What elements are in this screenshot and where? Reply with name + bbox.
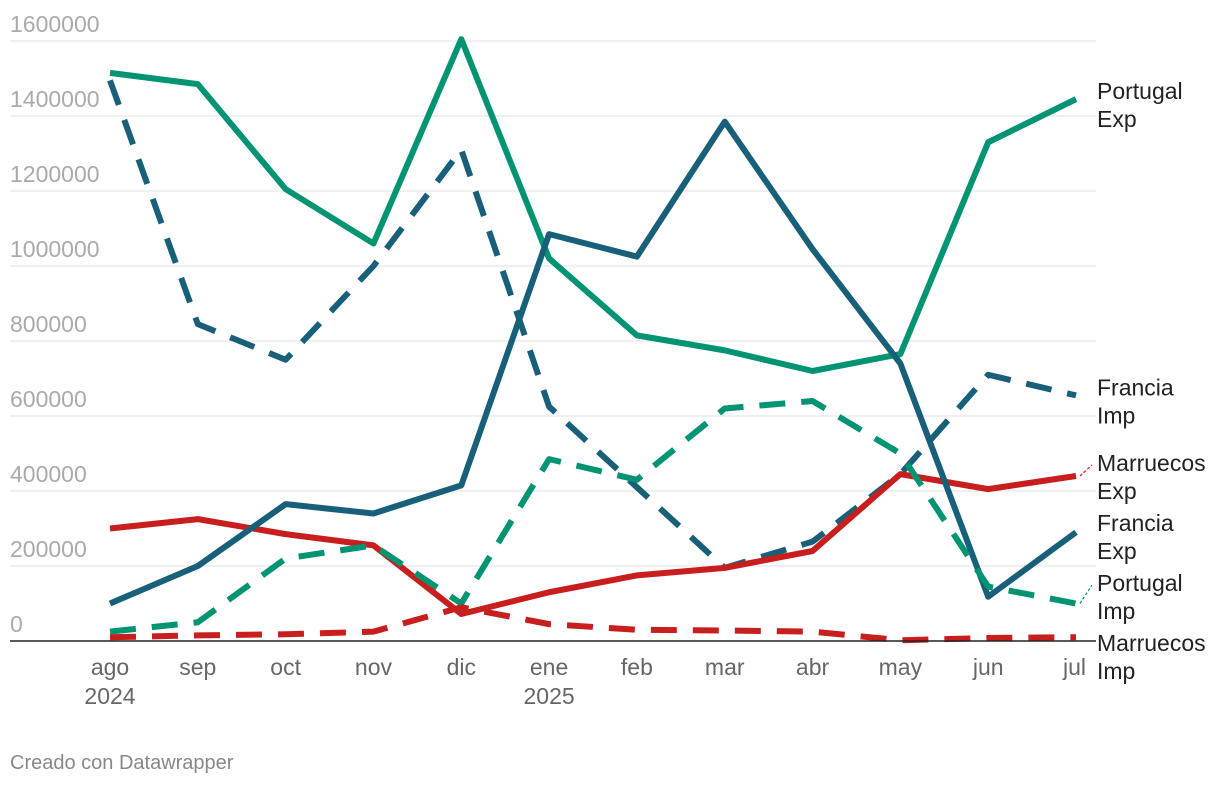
series-label-portugal-exp: Portugal [1097, 78, 1183, 104]
series-label-portugal-imp: Portugal [1097, 570, 1183, 596]
series-label-marruecos-imp: Imp [1097, 658, 1135, 684]
series-label-francia-imp: Imp [1097, 402, 1135, 428]
series-label-francia-imp: Francia [1097, 374, 1174, 400]
x-tick-label-may: may [879, 654, 923, 680]
y-axis-ticks: 0 200000 400000 600000 800000 1000000 1200000 1… [10, 11, 100, 637]
series-line-marruecos-exp [109, 471, 1077, 617]
label-connector-portugal-imp [1079, 584, 1093, 604]
series-line-francia-imp [107, 79, 1077, 571]
y-tick-label: 400000 [10, 461, 87, 487]
x-tick-label-jul: jul [1062, 654, 1086, 680]
label-connector-marruecos-exp [1079, 464, 1093, 477]
series-line-francia-exp [108, 118, 1078, 607]
x-tick-label-dic: dic [447, 654, 476, 680]
x-tick-label-feb: feb [621, 654, 653, 680]
gridlines [10, 40, 1096, 567]
x-tick-label-mar: mar [705, 654, 745, 680]
x-tick-label-abr: abr [796, 654, 830, 680]
series-label-portugal-exp: Exp [1097, 106, 1137, 132]
x-year-label-2024: 2024 [84, 683, 135, 709]
y-tick-label: 800000 [10, 311, 87, 337]
y-tick-label: 0 [10, 611, 23, 637]
series-label-portugal-imp: Imp [1097, 598, 1135, 624]
x-tick-label-nov: nov [355, 654, 393, 680]
y-tick-label: 1400000 [10, 86, 100, 112]
y-tick-label: 1600000 [10, 11, 100, 37]
series-labels: PortugalExpFranciaImpMarruecosExpFrancia… [1097, 78, 1206, 684]
x-tick-label-jun: jun [972, 654, 1004, 680]
x-tick-label-sep: sep [179, 654, 216, 680]
series-label-francia-exp: Exp [1097, 538, 1137, 564]
x-year-label-2025: 2025 [524, 683, 575, 709]
x-tick-label-ene: ene [530, 654, 568, 680]
series-label-marruecos-imp: Marruecos [1097, 630, 1206, 656]
series-label-marruecos-exp: Exp [1097, 478, 1137, 504]
series-lines [107, 36, 1078, 644]
label-connectors [1079, 464, 1093, 604]
series-line-portugal-exp [109, 36, 1078, 374]
y-tick-label: 200000 [10, 536, 87, 562]
series-line-portugal-imp [109, 398, 1077, 635]
series-label-marruecos-exp: Marruecos [1097, 450, 1206, 476]
x-axis-ticks: ago 2024 sep oct nov dic ene 2025 feb mar abr may ju… [84, 654, 1086, 709]
y-tick-label: 600000 [10, 386, 87, 412]
y-tick-label: 1000000 [10, 236, 100, 262]
x-tick-label-oct: oct [270, 654, 301, 680]
y-tick-label: 1200000 [10, 161, 100, 187]
x-tick-label-ago: ago [91, 654, 129, 680]
series-line-marruecos-imp [109, 604, 1077, 644]
series-label-francia-exp: Francia [1097, 510, 1174, 536]
credit-text: Creado con Datawrapper [10, 752, 234, 774]
